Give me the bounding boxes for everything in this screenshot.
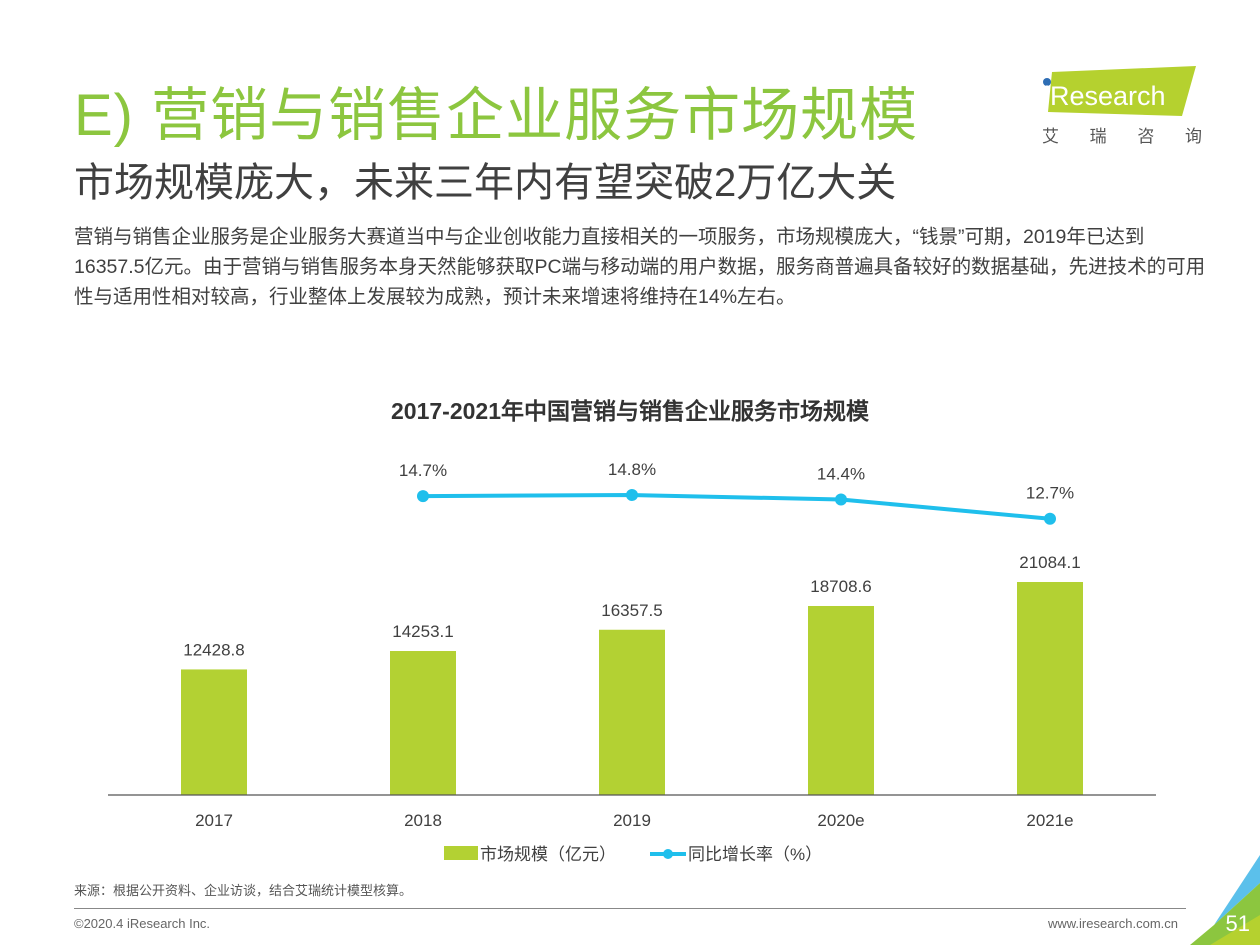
growth-value-label: 14.8% xyxy=(608,460,656,479)
website-link[interactable]: www.iresearch.com.cn xyxy=(1047,916,1178,931)
bar xyxy=(599,629,665,795)
iresearch-logo: iResearch xyxy=(1043,66,1196,116)
legend-line-swatch xyxy=(650,846,686,860)
footer-divider xyxy=(74,908,1186,909)
logo-green-banner xyxy=(1048,66,1196,116)
logo-text: iResearch xyxy=(1044,81,1166,111)
bar-value-label: 16357.5 xyxy=(601,601,662,620)
legend-line-label: 同比增长率（%） xyxy=(688,845,823,864)
bar xyxy=(390,651,456,795)
logo-cn-char: 瑞 xyxy=(1089,127,1107,146)
x-tick-label: 2018 xyxy=(404,811,442,830)
page-number: 51 xyxy=(1225,911,1250,936)
growth-value-label: 14.4% xyxy=(817,465,865,484)
x-tick-label: 2017 xyxy=(195,811,233,830)
growth-line xyxy=(422,492,1051,521)
legend-bar-label: 市场规模（亿元） xyxy=(480,845,616,864)
bar-value-label: 18708.6 xyxy=(810,577,871,596)
logo-cn-char: 询 xyxy=(1184,127,1202,146)
growth-value-label: 12.7% xyxy=(1026,484,1074,503)
legend-bar-swatch xyxy=(444,845,478,860)
logo-chinese-name: 艾 瑞 咨 询 xyxy=(1042,122,1202,147)
summary-paragraph: 营销与销售企业服务是企业服务大赛道当中与企业创收能力直接相关的一项服务，市场规模… xyxy=(74,226,1206,308)
copyright: ©2020.4 iResearch Inc. xyxy=(74,916,211,931)
growth-point xyxy=(835,493,847,506)
x-tick-label: 2020e xyxy=(817,811,864,830)
chart-legend: 市场规模（亿元） 同比增长率（%） xyxy=(444,840,822,865)
bar-value-label: 14253.1 xyxy=(392,622,453,641)
market-size-chart: 12428.8 2017 14253.1 2018 16357.5 2019 18708.6… xyxy=(108,460,1156,830)
bar xyxy=(181,669,247,795)
bar-value-label: 21084.1 xyxy=(1019,553,1080,572)
logo-blue-dot-icon xyxy=(1043,78,1051,86)
corner-decoration xyxy=(1190,855,1260,945)
page-title: E) 营销与销售企业服务市场规模 xyxy=(74,83,919,148)
labels-layer: 12428.8 2017 14253.1 2018 16357.5 2019 18708.6… xyxy=(183,460,1080,830)
bar-value-label: 12428.8 xyxy=(183,640,244,659)
page-subtitle: 市场规模庞大，未来三年内有望突破2万亿大关 xyxy=(74,161,897,205)
growth-line-layer xyxy=(417,489,1056,525)
source-note: 来源：根据公开资料、企业访谈，结合艾瑞统计模型核算。 xyxy=(74,883,413,898)
x-tick-label: 2021e xyxy=(1026,811,1073,830)
growth-point xyxy=(1044,512,1056,525)
growth-point xyxy=(626,489,638,501)
growth-value-label: 14.7% xyxy=(399,461,447,480)
bar xyxy=(1017,582,1083,795)
bars-layer xyxy=(181,582,1083,795)
growth-point xyxy=(417,490,429,503)
logo-cn-char: 艾 xyxy=(1042,127,1059,146)
logo-cn-char: 咨 xyxy=(1137,127,1155,146)
x-tick-label: 2019 xyxy=(613,811,651,830)
bar xyxy=(808,605,874,795)
chart-title: 2017-2021年中国营销与销售企业服务市场规模 xyxy=(391,398,869,424)
